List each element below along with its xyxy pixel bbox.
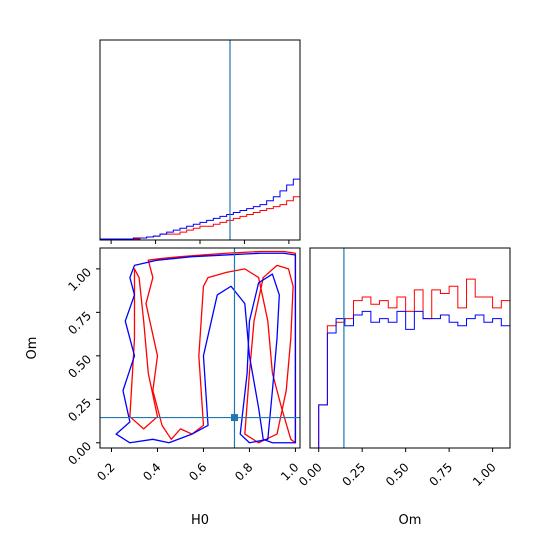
- xlabel-Om: Om: [399, 513, 422, 528]
- contour-series-1-level-1: [239, 273, 280, 444]
- hist-H0-panel: [99, 39, 301, 244]
- hist-Om-xtick-label-3: 0.75: [426, 460, 455, 489]
- contour-series-0-level-2: [129, 268, 159, 430]
- hist-H0-series-1: [100, 174, 300, 240]
- hist-Om-xtick-label-1: 0.25: [340, 460, 369, 489]
- contour-ytick-label-4: 1.00: [65, 265, 94, 294]
- contour-H0-Om-panel: [99, 247, 301, 449]
- contour-frame: [99, 247, 301, 449]
- hist-H0-series-0: [100, 190, 300, 240]
- contour-ytick-label-3: 0.75: [65, 309, 94, 338]
- hist-H0-frame: [99, 39, 301, 241]
- ylabel-Om: Om: [25, 337, 40, 360]
- contour-xtick-label-2: 0.6: [186, 460, 209, 483]
- hist-Om-xtick-label-2: 0.50: [383, 460, 412, 489]
- contour-ytick-label-2: 0.50: [65, 352, 94, 381]
- truth-marker: [230, 414, 238, 422]
- contour-series-0-level-1: [244, 264, 294, 444]
- contour-xtick-label-0: 0.2: [94, 460, 117, 483]
- contour-series-0-level-0: [145, 250, 297, 444]
- contour-series-1-level-0: [115, 252, 297, 444]
- labels-layer: 0.2 0.4 0.6 0.8 1.00.000.250.500.751.000.00 0…: [25, 265, 499, 528]
- contour-xtick-label-3: 0.8: [232, 460, 255, 483]
- hist-Om-series-0: [318, 278, 510, 448]
- hist-Om-xtick-label-0: 0.00: [296, 460, 325, 489]
- xlabel-H0: H0: [191, 513, 209, 528]
- contour-ytick-label-0: 0.00: [65, 439, 94, 468]
- hist-Om-xtick-label-4: 1.00: [470, 460, 499, 489]
- contour-ytick-label-1: 0.25: [65, 396, 94, 425]
- hist-Om-series-1: [318, 310, 510, 448]
- hist-Om-frame: [309, 247, 511, 449]
- contour-xtick-label-1: 0.4: [140, 460, 163, 483]
- hist-Om-panel: [309, 247, 511, 449]
